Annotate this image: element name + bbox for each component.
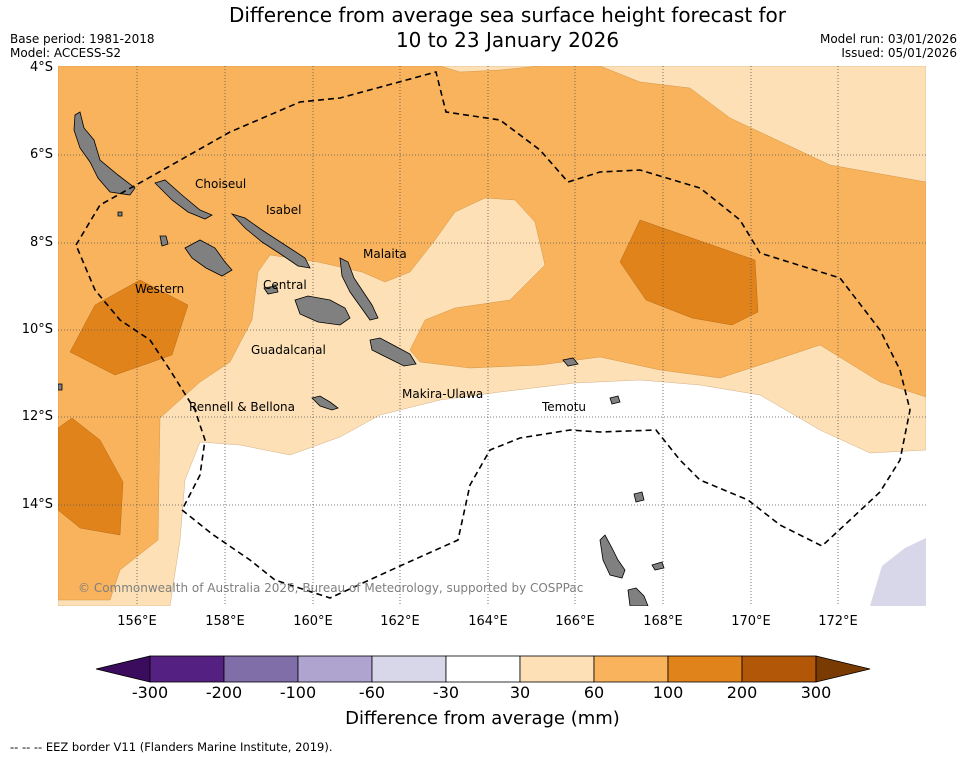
- colorbar-cell: [519, 655, 595, 683]
- title-line-1: Difference from average sea surface heig…: [228, 3, 787, 27]
- model-run: Model run: 03/01/2026: [819, 32, 957, 46]
- lon-label-172e: 172°E: [818, 614, 858, 629]
- cb-tick-200: 200: [726, 683, 758, 702]
- contour-minus30-minus60: [870, 538, 926, 606]
- colorbar-cell: [667, 655, 743, 683]
- islands: [58, 111, 665, 606]
- colorbar-cell: [371, 655, 447, 683]
- meta-right: Model run: 03/01/2026 Issued: 05/01/2026: [820, 32, 957, 60]
- colorbar-cell: [297, 655, 373, 683]
- island-small-4: [651, 561, 665, 571]
- cb-tick-100: 100: [652, 683, 684, 702]
- island-malakula: [627, 587, 649, 606]
- lat-label-10s: 10°S: [21, 322, 53, 337]
- colorbar-arrow-low: [95, 655, 151, 683]
- contour-100-200-east: [619, 219, 759, 326]
- island-small-2: [562, 357, 579, 367]
- island-small-3: [609, 395, 621, 405]
- island-malaita: [339, 257, 379, 321]
- lon-label-156e: 156°E: [117, 614, 157, 629]
- colorbar-cell: [149, 655, 225, 683]
- island-makira: [369, 337, 417, 367]
- map-panel[interactable]: Choiseul Isabel Malaita Western Central …: [58, 66, 926, 606]
- island-small-1: [159, 235, 169, 247]
- cb-tick-minus60: -60: [358, 683, 386, 702]
- colorbar-cell: [593, 655, 669, 683]
- colorbar-title: Difference from average (mm): [345, 708, 620, 729]
- colorbar-arrow-high: [815, 655, 871, 683]
- label-makira: Makira-Ulawa: [402, 387, 483, 401]
- cb-tick-minus300: -300: [131, 683, 169, 702]
- cb-tick-60: 60: [583, 683, 605, 702]
- colorbar-cell: [741, 655, 817, 683]
- island-guadalcanal: [294, 295, 351, 326]
- copyright-notice: © Commonwealth of Australia 2026, Bureau…: [78, 581, 583, 595]
- island-espiritu-santo: [599, 534, 626, 579]
- label-rennell: Rennell & Bellona: [189, 400, 295, 414]
- island-small-6: [263, 285, 279, 295]
- model-name: Model: ACCESS-S2: [10, 46, 122, 60]
- map-title: Difference from average sea surface heig…: [0, 3, 965, 53]
- eez-footnote: -- -- -- EEZ border V11 (Flanders Marine…: [10, 740, 333, 754]
- meta-left: Base period: 1981-2018 Model: ACCESS-S2: [10, 32, 155, 60]
- island-small-8: [58, 383, 63, 391]
- cb-tick-30: 30: [509, 683, 531, 702]
- island-rennell: [311, 395, 339, 411]
- colorbar-cell: [445, 655, 521, 683]
- colorbar-cells: [149, 655, 817, 683]
- label-temotu: Temotu: [541, 400, 586, 414]
- lat-label-4s: 4°S: [29, 60, 53, 75]
- label-central: Central: [263, 278, 307, 292]
- label-isabel: Isabel: [266, 203, 301, 217]
- cb-tick-minus100: -100: [279, 683, 317, 702]
- lat-label-12s: 12°S: [21, 409, 53, 424]
- island-new-georgia: [184, 239, 233, 277]
- base-period: Base period: 1981-2018: [10, 32, 155, 46]
- map-svg: Choiseul Isabel Malaita Western Central …: [58, 66, 926, 606]
- island-small-7: [117, 211, 123, 217]
- lat-label-8s: 8°S: [29, 235, 53, 250]
- contour-100-200-southwest: [58, 417, 124, 536]
- title-line-2: 10 to 23 January 2026: [395, 28, 620, 52]
- island-bougainville: [73, 111, 136, 196]
- lat-label-14s: 14°S: [21, 497, 53, 512]
- colorbar: [95, 655, 871, 683]
- lon-label-168e: 168°E: [643, 614, 683, 629]
- issued-date: Issued: 05/01/2026: [841, 46, 957, 60]
- lon-label-166e: 166°E: [555, 614, 595, 629]
- label-western: Western: [135, 282, 184, 296]
- lon-label-160e: 160°E: [293, 614, 333, 629]
- colorbar-cell: [223, 655, 299, 683]
- label-choiseul: Choiseul: [195, 177, 246, 191]
- cb-tick-minus30: -30: [432, 683, 460, 702]
- lon-label-158e: 158°E: [205, 614, 245, 629]
- lon-label-164e: 164°E: [468, 614, 508, 629]
- label-guadalcanal: Guadalcanal: [251, 343, 326, 357]
- island-small-5: [633, 491, 645, 503]
- cb-tick-300: 300: [800, 683, 832, 702]
- label-malaita: Malaita: [363, 247, 407, 261]
- lat-lon-grid: [58, 66, 926, 606]
- lon-label-162e: 162°E: [380, 614, 420, 629]
- contour-100-200-west: [69, 279, 189, 376]
- island-isabel: [230, 213, 311, 269]
- lon-label-170e: 170°E: [731, 614, 771, 629]
- lat-label-6s: 6°S: [29, 147, 53, 162]
- cb-tick-minus200: -200: [205, 683, 243, 702]
- contour-60-100: [58, 66, 926, 601]
- island-choiseul: [154, 179, 213, 220]
